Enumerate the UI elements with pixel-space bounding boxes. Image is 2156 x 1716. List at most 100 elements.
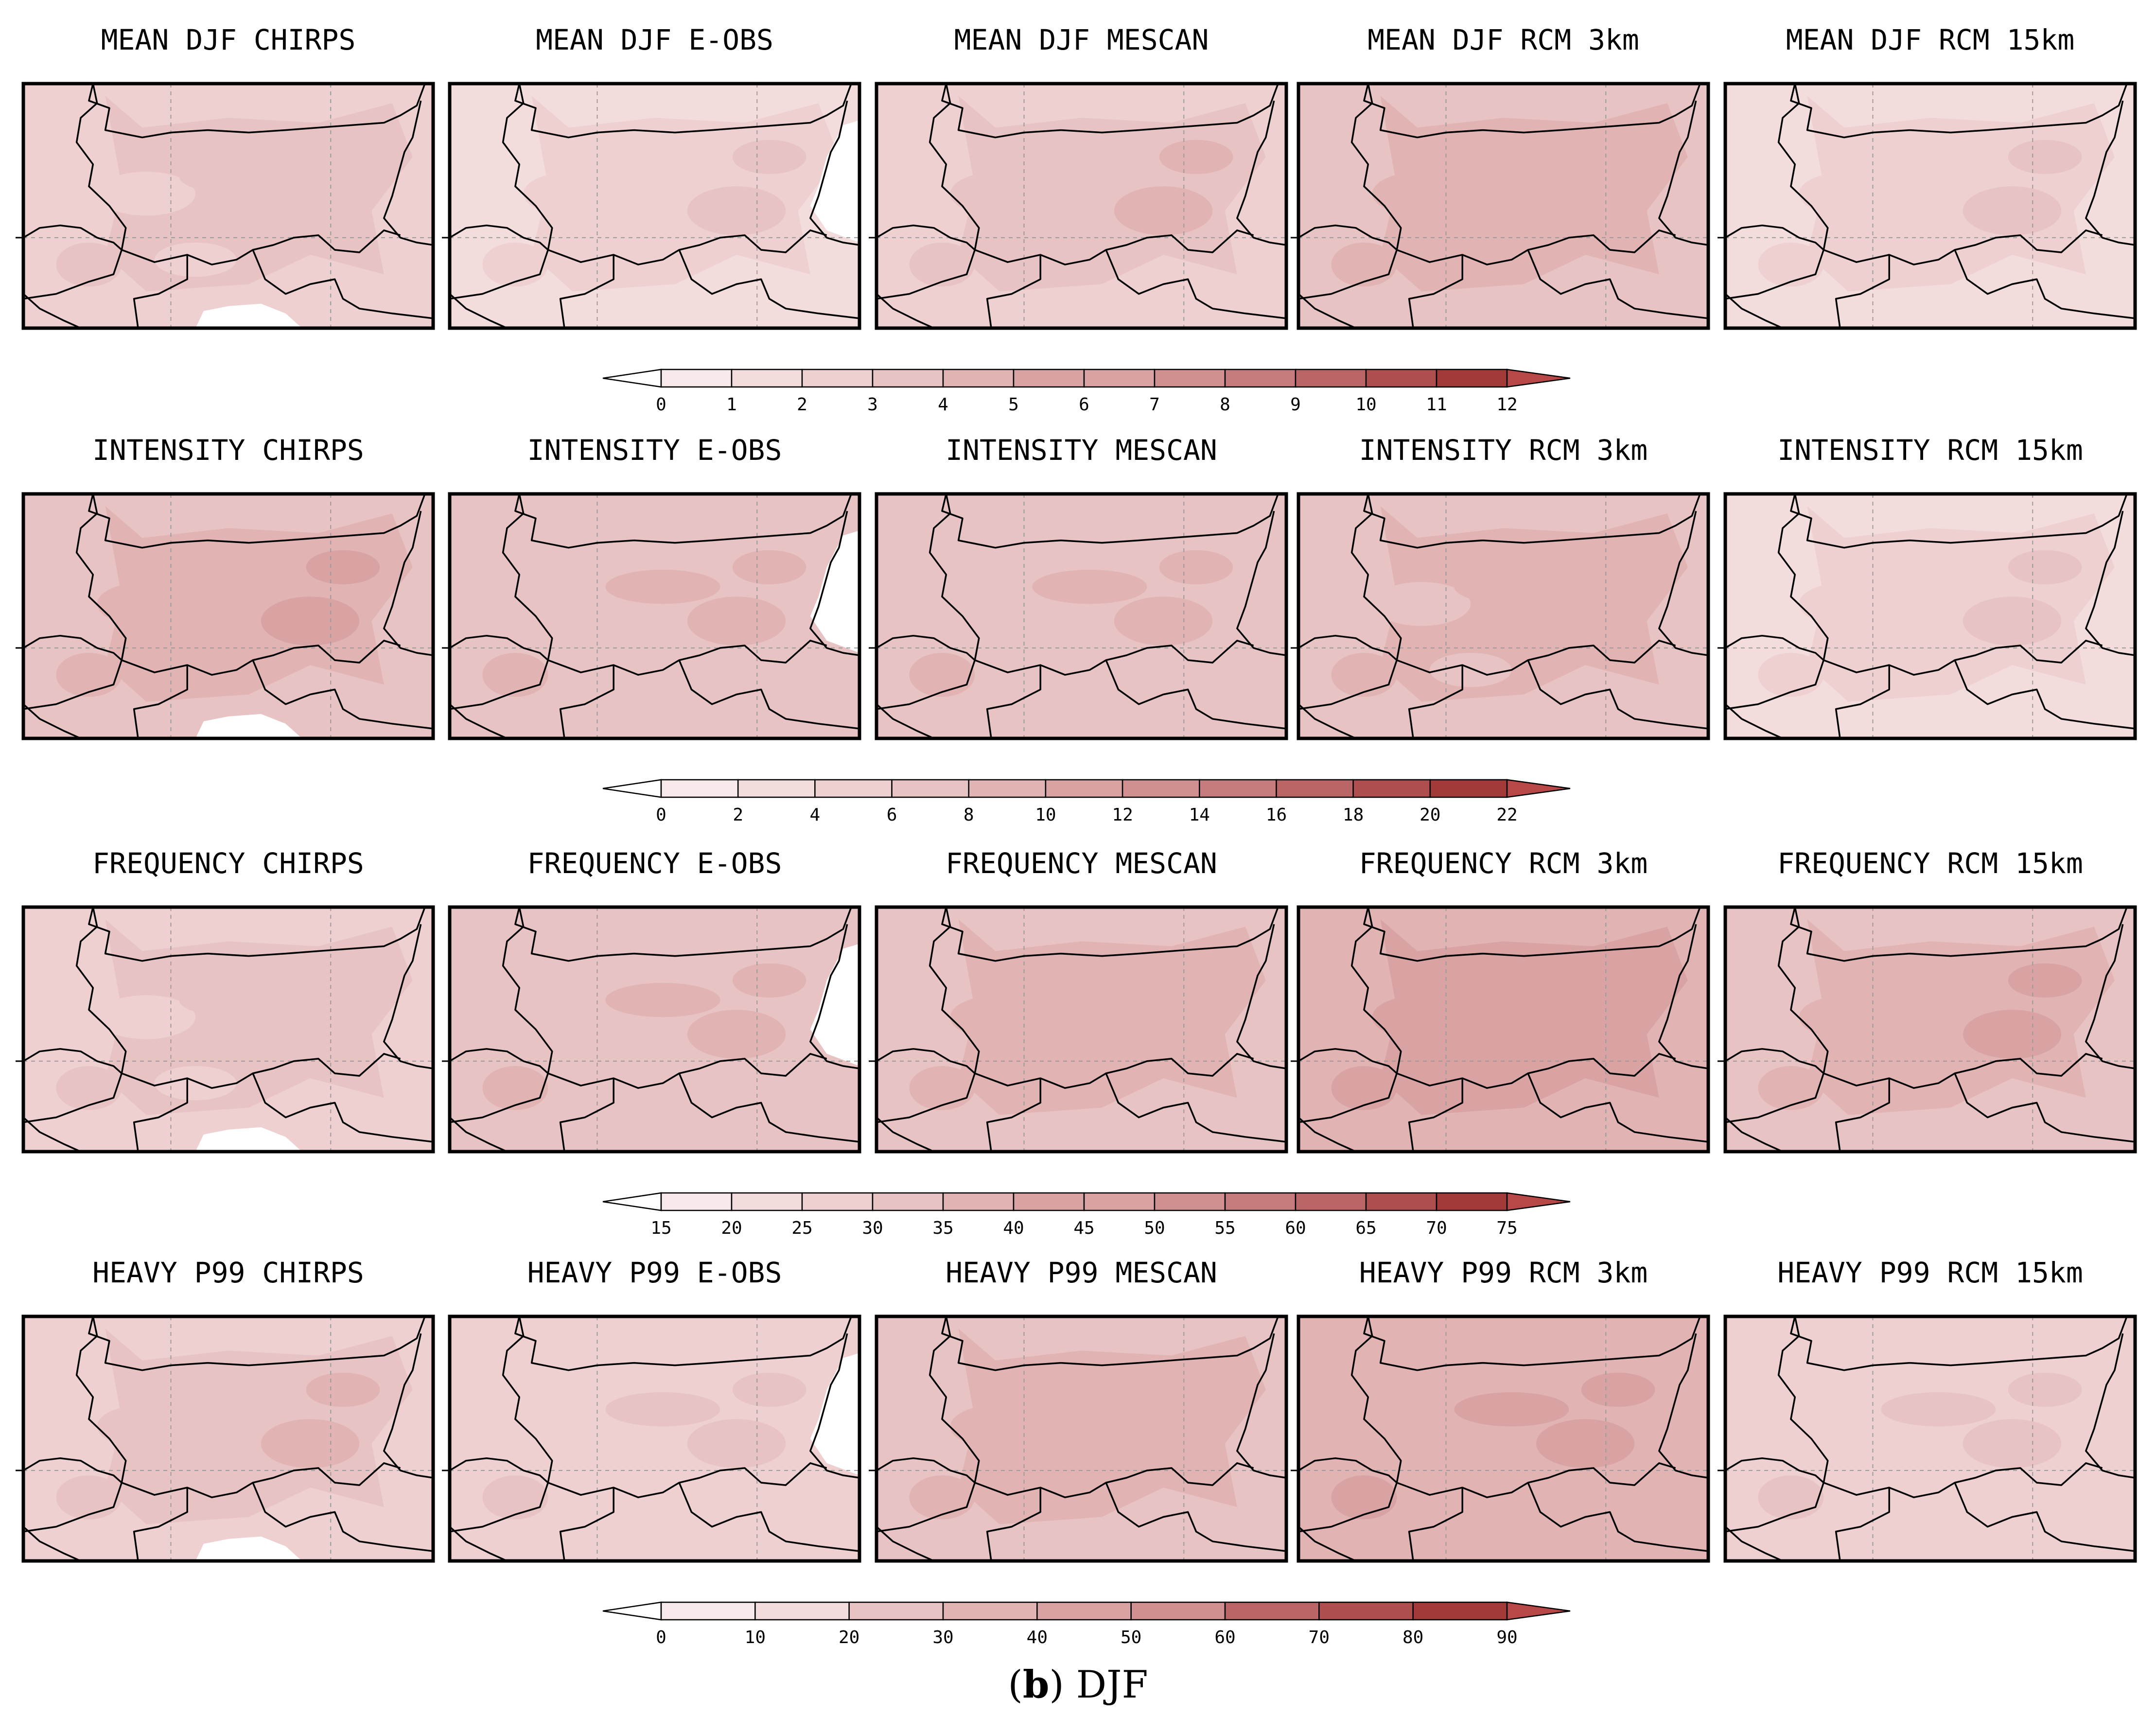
country-border (1408, 1078, 1463, 1152)
country-border (876, 1073, 976, 1123)
country-border (986, 255, 1041, 328)
field-anomaly (482, 242, 548, 287)
country-border (75, 84, 127, 250)
field-anomaly (1454, 1392, 1569, 1427)
country-border (23, 1048, 123, 1074)
map-panel-heavy-5: HEAVY P99 RCM 15km (1718, 1256, 2137, 1563)
panel-frame (1723, 905, 2137, 1154)
country-border (383, 924, 433, 1069)
panel-title: MEAN DJF CHIRPS (101, 23, 356, 56)
country-border (514, 84, 852, 139)
country-border (1954, 660, 2135, 730)
colorbar-bin (1199, 779, 1277, 798)
field-anomaly (179, 569, 294, 604)
field-anomaly (2008, 1372, 2082, 1407)
field-anomaly (1159, 140, 1233, 175)
colorbar-tick-label: 0 (656, 1628, 666, 1647)
colorbar-tick-label: 30 (862, 1218, 883, 1238)
field-anomaly (1032, 982, 1147, 1017)
map-panel-intensity-2: INTENSITY E-OBS (442, 434, 861, 740)
country-border (502, 907, 553, 1074)
country-border (1363, 1316, 1701, 1371)
country-border (450, 660, 549, 710)
colorbar-tick-label: 70 (1426, 1218, 1447, 1238)
field-anomaly (261, 596, 360, 646)
country-border (1790, 84, 2128, 139)
field-anomaly (580, 1066, 663, 1101)
country-border (1298, 1048, 1398, 1074)
field-anomaly (1331, 242, 1397, 287)
country-border (876, 249, 976, 300)
colorbar-intensity: 0 2 4 6 8 10 12 14 16 18 20 22 (602, 779, 1571, 825)
field-anomaly (523, 995, 622, 1039)
country-border (559, 665, 614, 738)
country-border (809, 100, 859, 246)
panel-title: FREQUENCY RCM 3km (1359, 847, 1648, 880)
field-anomaly (1429, 1475, 1512, 1510)
colorbar-tick-label: 0 (656, 805, 666, 825)
country-border (502, 84, 553, 250)
country-border (1725, 703, 1783, 738)
no-data-area (810, 120, 859, 243)
country-border (450, 293, 508, 328)
country-border (1835, 255, 1890, 328)
field-anomaly (2008, 550, 2082, 585)
field-anomaly (154, 652, 237, 687)
country-border (1105, 1482, 1286, 1552)
country-border (450, 249, 549, 300)
field-anomaly (1799, 1404, 1898, 1449)
colorbar-tick-label: 10 (1035, 805, 1056, 825)
country-border (2085, 924, 2135, 1069)
field-anomaly (1114, 1419, 1213, 1468)
colorbar-mean: 0 1 2 3 4 5 6 7 8 9 10 11 12 (602, 368, 1571, 415)
colorbar-bin (660, 779, 739, 798)
colorbar-bin (1224, 368, 1297, 388)
country-border (1236, 100, 1286, 246)
country-border (1298, 1073, 1398, 1123)
field-anomaly (1799, 995, 1898, 1039)
field-anomaly (580, 652, 663, 687)
field-anomaly (1536, 596, 1635, 646)
colorbar-bin (1130, 1601, 1226, 1621)
country-border (1298, 1117, 1356, 1152)
field-anomaly (950, 995, 1049, 1039)
panel-title: MEAN DJF RCM 3km (1367, 23, 1639, 56)
field-anomaly (1881, 159, 1996, 194)
colorbar-bin (1122, 779, 1200, 798)
country-border (1298, 1482, 1398, 1533)
colorbar-frequency: 15 20 25 30 35 40 45 50 55 60 65 70 75 (602, 1192, 1571, 1238)
field-anomaly (306, 1372, 380, 1407)
field-anomaly (1881, 569, 1996, 604)
panel-frame (448, 492, 861, 740)
country-border (941, 494, 1279, 549)
country-border (876, 703, 934, 738)
country-border (1298, 703, 1356, 738)
field-anomaly (306, 140, 380, 175)
map-panel-heavy-4: HEAVY P99 RCM 3km (1291, 1256, 1710, 1563)
caption-label: b (1022, 1663, 1050, 1707)
map-panel-intensity-3: INTENSITY MESCAN (869, 434, 1288, 740)
country-border (1725, 224, 1824, 251)
country-border (1658, 510, 1708, 656)
country-border (450, 1457, 549, 1484)
field-anomaly (2008, 963, 2082, 998)
panel-title: MEAN DJF MESCAN (954, 23, 1209, 56)
field-anomaly (909, 242, 975, 287)
field-anomaly (1159, 1372, 1233, 1407)
country-border (514, 494, 852, 549)
country-border (252, 1482, 433, 1552)
field-anomaly (732, 1372, 806, 1407)
colorbar-tick-label: 70 (1309, 1628, 1330, 1647)
country-border (1350, 494, 1402, 661)
country-border (23, 249, 123, 300)
field-anomaly (97, 1404, 196, 1449)
colorbar-bin (872, 368, 944, 388)
country-border (88, 84, 426, 139)
colorbar-bin (1365, 368, 1437, 388)
colorbar-bin (1412, 1601, 1508, 1621)
field-anomaly (605, 1392, 720, 1427)
map-panel-frequency-1: FREQUENCY CHIRPS (16, 847, 435, 1154)
colorbar-bin (801, 368, 874, 388)
field-anomaly (1007, 1475, 1090, 1510)
country-border (1790, 907, 2128, 962)
